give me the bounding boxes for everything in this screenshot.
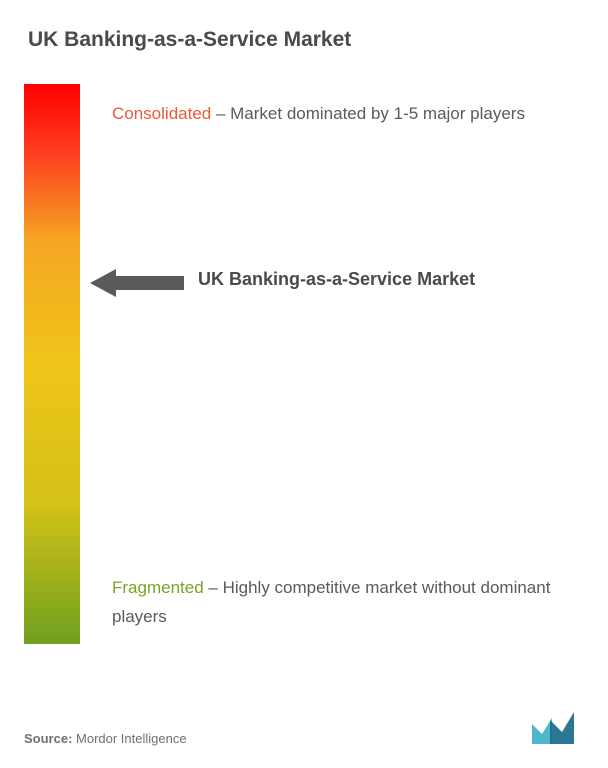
market-position-marker: UK Banking-as-a-Service Market: [90, 266, 475, 298]
consolidated-label: Consolidated – Market dominated by 1-5 m…: [112, 100, 574, 129]
source-prefix: Source:: [24, 731, 76, 746]
fragmented-word: Fragmented: [112, 578, 204, 597]
consolidated-description: – Market dominated by 1-5 major players: [211, 104, 525, 123]
mordor-logo-icon: [530, 710, 584, 746]
page-title: UK Banking-as-a-Service Market: [28, 28, 584, 52]
arrow-left-icon: [90, 268, 184, 298]
source-attribution: Source: Mordor Intelligence: [24, 731, 187, 746]
chart-area: Consolidated – Market dominated by 1-5 m…: [24, 84, 584, 664]
marker-label: UK Banking-as-a-Service Market: [198, 266, 475, 293]
concentration-gradient-bar: [24, 84, 80, 644]
source-name: Mordor Intelligence: [76, 731, 187, 746]
fragmented-label: Fragmented – Highly competitive market w…: [112, 574, 584, 632]
footer: Source: Mordor Intelligence: [24, 710, 584, 746]
consolidated-word: Consolidated: [112, 104, 211, 123]
